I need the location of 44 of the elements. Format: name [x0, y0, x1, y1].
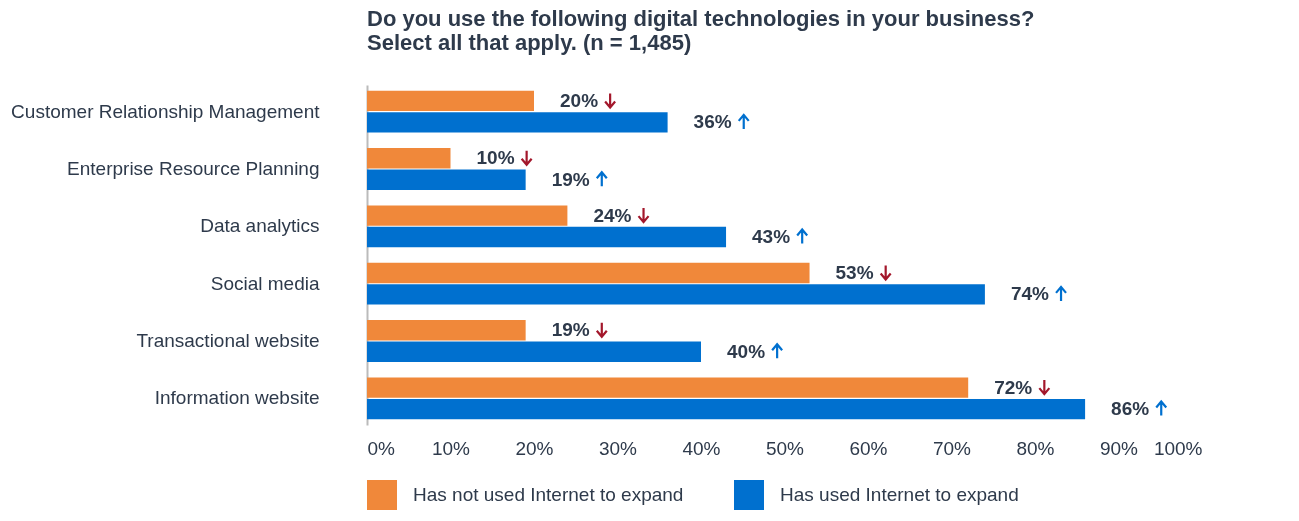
data-label: 19%	[551, 168, 590, 190]
x-tick-label: 80%	[1016, 437, 1055, 459]
bar	[367, 169, 526, 190]
data-label: 40%	[727, 340, 766, 362]
bar	[367, 90, 534, 112]
bar	[367, 377, 969, 398]
data-label: 20%	[560, 89, 599, 111]
x-tick-label: 70%	[932, 437, 972, 459]
data-label: 43%	[752, 226, 791, 248]
data-label: 36%	[693, 111, 732, 133]
x-tick-label: 100%	[1153, 437, 1203, 459]
bar	[367, 112, 668, 133]
chart-title: Do you use the following digital technologies in your business? Select all that apply. (n = 1,485)	[367, 6, 1035, 55]
y-tick-label: Transactional website	[136, 330, 320, 351]
data-label: 10%	[476, 147, 515, 169]
bar	[367, 205, 568, 226]
data-label: 72%	[994, 376, 1033, 398]
y-tick-label: Customer Relationship Management	[11, 100, 321, 122]
y-tick-label: Data analytics	[200, 215, 320, 237]
data-label: 53%	[835, 261, 874, 283]
data-label: 24%	[593, 204, 632, 226]
x-tick-label: 30%	[598, 437, 638, 459]
x-tick-label: 10%	[431, 437, 471, 459]
x-tick-label: 50%	[765, 437, 805, 459]
x-tick-label: 90%	[1099, 437, 1139, 459]
data-label: 19%	[551, 319, 590, 341]
bar	[367, 262, 810, 284]
y-tick-label: Social media	[210, 272, 320, 294]
data-label: 86%	[1111, 398, 1150, 420]
bar	[367, 341, 701, 362]
bar	[367, 148, 451, 169]
y-tick-label: Information website	[154, 387, 320, 409]
bar	[367, 398, 1086, 420]
legend-label: Has used Internet to expand	[780, 484, 1019, 505]
bar	[367, 284, 985, 305]
x-tick-label: 20%	[515, 437, 554, 459]
bar	[367, 320, 526, 341]
x-tick-label: 40%	[682, 437, 721, 459]
data-label: 74%	[1010, 283, 1050, 305]
legend-label: Has not used Internet to expand	[413, 484, 684, 505]
bar	[367, 226, 727, 248]
x-tick-label: 0%	[367, 437, 396, 459]
x-tick-label: 60%	[849, 437, 888, 459]
y-tick-label: Enterprise Resource Planning	[67, 158, 320, 179]
